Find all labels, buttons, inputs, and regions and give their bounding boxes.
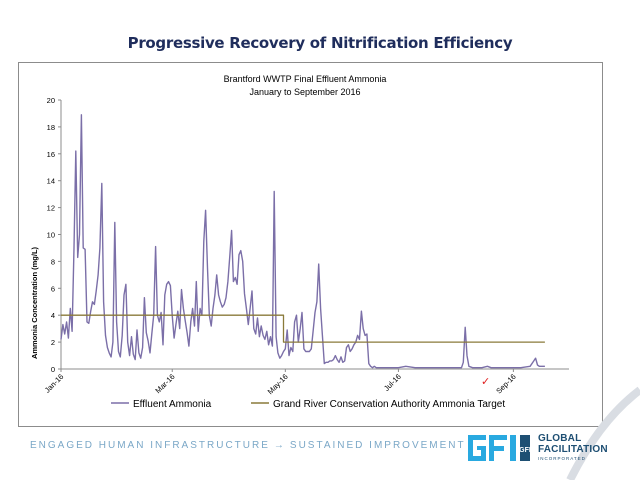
y-tick-label: 14 xyxy=(47,177,55,186)
logo-text-facilitation: FACILITATION xyxy=(538,444,608,455)
footer-tagline: ENGAGED HUMAN INFRASTRUCTURE → SUSTAINED I… xyxy=(30,440,466,451)
logo-mark-text: GFI xyxy=(519,447,531,454)
y-tick-label: 10 xyxy=(47,231,55,240)
x-tick-label: May-16 xyxy=(266,372,290,396)
series-line-ammonia-target xyxy=(61,314,545,343)
footer-tagline-right: SUSTAINED IMPROVEMENT xyxy=(289,440,466,451)
y-tick-label: 12 xyxy=(47,204,55,213)
series-layer: ✓ xyxy=(60,114,545,388)
slide-title: Progressive Recovery of Nitrification Ef… xyxy=(127,34,513,52)
x-tick-label: Jan-16 xyxy=(43,372,66,395)
legend: Effluent Ammonia Grand River Conservation… xyxy=(111,399,505,410)
ammonia-line-chart: Brantford WWTP Final Effluent Ammonia Ja… xyxy=(30,74,569,410)
footer-tagline-left: ENGAGED HUMAN INFRASTRUCTURE xyxy=(30,440,270,451)
y-axis-label: Ammonia Concentration (mg/L) xyxy=(30,246,39,359)
y-tick-label: 8 xyxy=(51,257,55,266)
y-tick-label: 6 xyxy=(51,284,55,293)
y-tick-label: 20 xyxy=(47,96,55,105)
x-tick-label: Sep-16 xyxy=(494,372,517,395)
x-tick-label: Mar-16 xyxy=(153,372,176,395)
logo-text-global: GLOBAL xyxy=(538,433,582,444)
chart-title: Brantford WWTP Final Effluent Ammonia xyxy=(224,74,387,84)
y-tick-label: 18 xyxy=(47,123,55,132)
y-tick-label: 2 xyxy=(51,338,55,347)
decorative-arc xyxy=(566,386,640,480)
series-line-effluent-ammonia xyxy=(60,114,545,369)
company-logo: GFI GLOBAL FACILITATION INCORPORATED xyxy=(466,431,626,465)
y-tick-label: 16 xyxy=(47,150,55,159)
check-mark-annotation: ✓ xyxy=(481,375,490,388)
logo-text-incorporated: INCORPORATED xyxy=(538,456,586,461)
legend-label-effluent-ammonia: Effluent Ammonia xyxy=(133,399,212,410)
chart-frame: Brantford WWTP Final Effluent Ammonia Ja… xyxy=(18,62,603,427)
y-tick-label: 4 xyxy=(51,311,55,320)
gfi-logo-mark: GFI xyxy=(468,435,531,461)
arrow-right-icon: → xyxy=(273,440,286,451)
x-tick-label: Jul-16 xyxy=(382,372,403,393)
legend-label-ammonia-target: Grand River Conservation Authority Ammon… xyxy=(273,399,505,410)
chart-subtitle: January to September 2016 xyxy=(249,87,360,97)
y-tick-label: 0 xyxy=(51,365,55,374)
